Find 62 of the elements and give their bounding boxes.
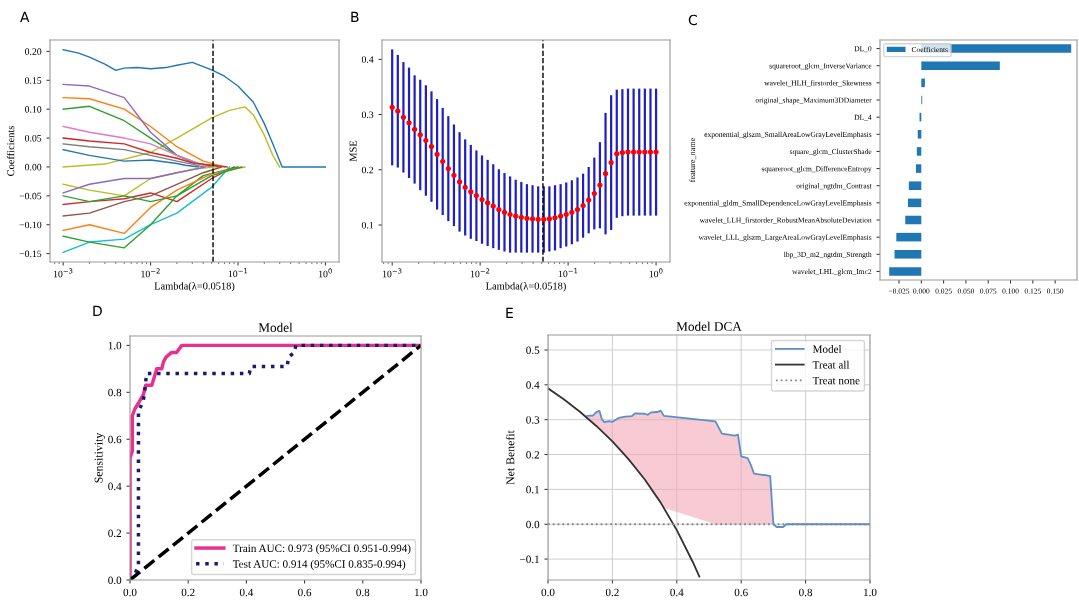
y-tick-label: 0.1 (361, 221, 374, 229)
y-axis-title: feature_name (689, 137, 697, 183)
x-tick-label: 0.6 (298, 588, 312, 597)
y-tick-label: 0.4 (108, 482, 122, 491)
y-axis-title: MSE (349, 140, 357, 162)
legend-label: Treat none (812, 376, 860, 385)
legend-label: Model (812, 345, 842, 353)
y-axis-title: Coefficients (6, 126, 15, 176)
y-tick-label: 0.3 (526, 416, 540, 424)
x-tick-label: 10$^{0}$ (319, 268, 332, 278)
y-tick-label: −0.15 (19, 250, 42, 258)
legend-label: Treat all (812, 360, 850, 369)
y-tick-label: −0.05 (19, 192, 42, 200)
y-tick-label: 0.0 (108, 576, 122, 585)
x-tick-label: 10$^{0}$ (649, 268, 663, 278)
x-tick-label: 10$^{−1}$ (228, 268, 248, 278)
y-axis-title: Net Benefit (505, 430, 515, 485)
chart-title: Model (258, 322, 293, 332)
x-tick-label: 1.0 (415, 588, 428, 597)
y-tick-label: 0.2 (108, 529, 122, 538)
text: D (93, 305, 102, 316)
y-tick-label: 0.4 (526, 381, 540, 389)
y-tick-label: 0.20 (25, 48, 42, 55)
y-tick-label: 0.05 (25, 134, 42, 142)
x-tick-label: 10$^{−2}$ (470, 268, 490, 278)
x-tick-label: 10$^{−3}$ (53, 268, 73, 278)
y-tick-label: 0.5 (526, 346, 540, 354)
y-tick-label: 0.0 (526, 520, 540, 529)
x-tick-label: 0.0 (541, 588, 555, 597)
text: B (351, 11, 359, 22)
y-tick-label: 0.8 (108, 388, 122, 397)
x-axis-title: Lambda(λ=0.0518) (154, 282, 235, 292)
chart-title: Model DCA (676, 321, 742, 331)
x-tick-label: 0.6 (734, 588, 748, 597)
legend-label: Train AUC: 0.973 (95%CI 0.951-0.994) (232, 544, 411, 555)
y-tick-label: 0.00 (25, 163, 42, 171)
y-tick-label: 0.10 (25, 106, 42, 113)
y-tick-label: 0.3 (361, 111, 374, 119)
x-tick-label: 0.0 (123, 588, 137, 597)
x-tick-label: 10$^{−1}$ (558, 268, 578, 278)
text: C (688, 14, 697, 26)
y-tick-label: 0.2 (526, 451, 540, 459)
y-tick-label: −0.10 (19, 221, 42, 229)
y-tick-label: 0.2 (361, 166, 374, 174)
x-tick-label: 0.4 (239, 588, 254, 597)
y-tick-label: 0.6 (108, 435, 122, 444)
y-tick-label: −0.1 (520, 555, 539, 564)
x-tick-label: 0.4 (670, 588, 684, 597)
y-tick-label: 0.15 (25, 77, 42, 84)
text: A (20, 11, 30, 22)
x-tick-label: 0.2 (605, 588, 619, 597)
y-tick-label: 1.0 (108, 341, 122, 350)
x-tick-label: 0.8 (799, 588, 813, 597)
y-tick-label: 0.1 (526, 485, 539, 494)
legend-label: Test AUC: 0.914 (95%CI 0.835-0.994) (232, 559, 406, 570)
x-tick-label: 10$^{−2}$ (141, 268, 160, 278)
text: E (506, 307, 513, 318)
y-axis-title: Sensitivity (94, 432, 105, 483)
x-tick-label: 0.2 (181, 588, 195, 597)
y-tick-label: 0.4 (361, 56, 374, 63)
x-tick-label: 10$^{−3}$ (382, 268, 402, 278)
x-axis-title: Lambda(λ=0.0518) (485, 282, 566, 292)
